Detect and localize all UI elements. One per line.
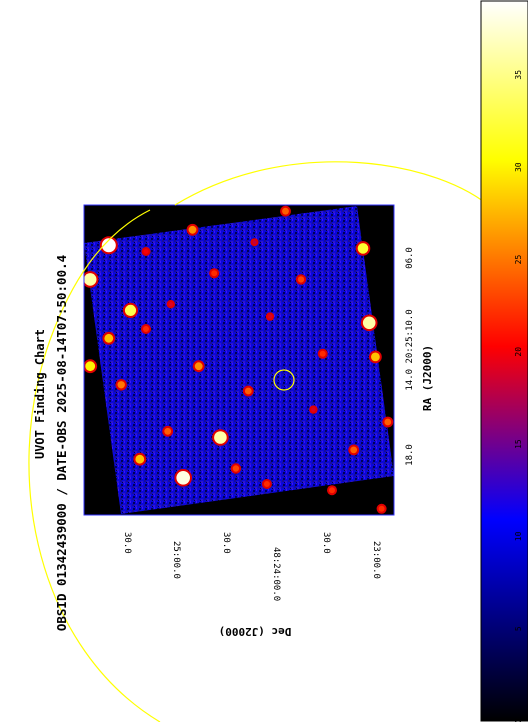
dec-axis: 30.0 25:00.0 30.0 48:24:00.0 30.0 23:00.… (122, 532, 381, 638)
source-point (282, 207, 289, 215)
x-axis-label: RA (J2000) (421, 345, 434, 411)
y-axis-label: Dec (J2000) (219, 625, 292, 638)
colorbar-tick-label: 35 (514, 70, 523, 80)
field-of-view-circle (28, 161, 495, 722)
source-point (357, 243, 369, 254)
chart-subtitle: OBSID 01342439000 / DATE-OBS 2025-08-14T… (54, 255, 69, 631)
source-point (188, 225, 197, 234)
source-point (378, 505, 385, 512)
source-point (101, 238, 116, 253)
dec-tick-label: 30.0 (122, 532, 132, 554)
source-point (267, 314, 273, 319)
exposure-field (84, 206, 394, 514)
source-point (117, 381, 125, 389)
dec-tick-label: 25:00.0 (171, 541, 181, 579)
colorbar-ramp (480, 0, 528, 722)
target-circle (273, 369, 295, 391)
source-point (297, 276, 305, 283)
ra-tick-label: 06.0 (405, 247, 415, 269)
source-point (329, 487, 335, 494)
source-point (263, 481, 270, 487)
source-point (211, 270, 218, 277)
colorbar-tick-label: 0 (514, 718, 523, 722)
source-point (85, 361, 96, 372)
ra-axis: 18.0 14.0 20:25:10.0 06.0 RA (J2000) (405, 247, 434, 466)
source-point (252, 240, 257, 245)
source-point (384, 418, 392, 426)
colorbar-tick-label: 25 (514, 255, 523, 265)
source-point (371, 352, 380, 362)
source-point (135, 454, 145, 464)
source-point (176, 471, 190, 485)
colorbar-tick-label: 30 (514, 162, 523, 172)
source-point (319, 350, 326, 357)
source-point (143, 326, 149, 332)
colorbar-tick-label: 5 (514, 626, 523, 631)
dec-tick-label: 23:00.0 (371, 541, 381, 579)
source-point (104, 333, 114, 343)
colorbar-tick-label: 15 (514, 439, 523, 449)
colorbar: 0 5 10 15 20 25 30 35 (480, 0, 528, 722)
image-border (83, 204, 395, 516)
source-point (84, 273, 97, 286)
source-layer (84, 205, 394, 514)
source-point (244, 387, 252, 395)
source-point (214, 431, 227, 444)
source-point (232, 465, 240, 472)
source-point (350, 446, 358, 454)
source-point (124, 304, 137, 316)
source-point (311, 407, 316, 412)
source-point (362, 316, 376, 330)
source-point (168, 302, 173, 307)
ra-tick-label: 18.0 (405, 444, 415, 466)
dec-tick-label: 30.0 (221, 532, 231, 554)
dec-tick-label: 30.0 (321, 532, 331, 554)
dec-tick-label: 48:24:00.0 (271, 547, 281, 601)
source-point (143, 249, 149, 254)
chart-title: UVOT Finding Chart (33, 329, 47, 459)
colorbar-tick-label: 10 (514, 531, 523, 541)
source-point (194, 362, 203, 371)
colorbar-ticks: 0 5 10 15 20 25 30 35 (514, 70, 523, 722)
ra-tick-label: 14.0 20:25:10.0 (405, 309, 415, 390)
source-point (164, 427, 172, 435)
colorbar-tick-label: 20 (514, 347, 523, 357)
